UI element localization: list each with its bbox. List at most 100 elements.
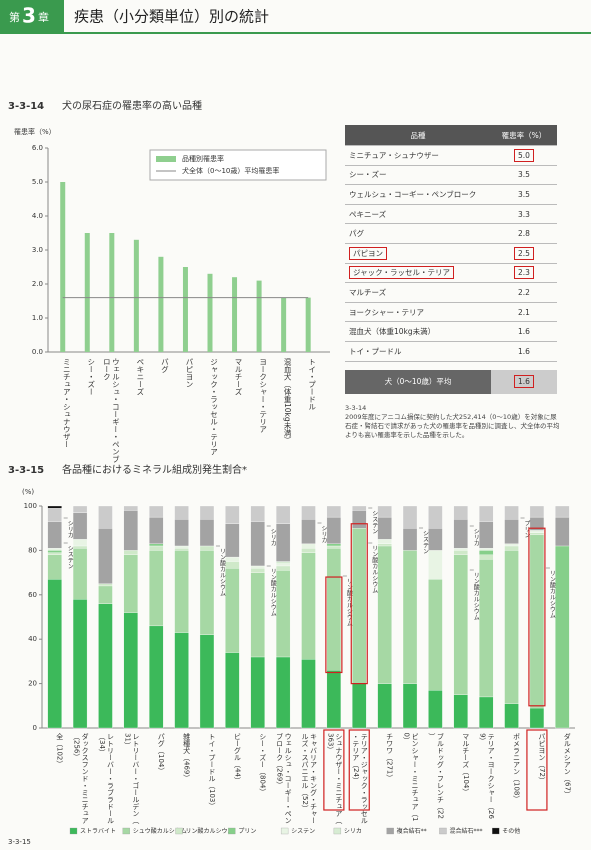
bar-segment [199,519,215,547]
x-tick-label: マルチーズ（104） [462,733,470,795]
bar-segment [529,707,545,729]
x-tick-label: ミニチュア・シュナウザー [62,358,71,448]
table-cell: シー・ズー [345,165,491,186]
legend-swatch [386,827,394,835]
annotation: システン [422,530,429,554]
table-cell: 1.6 [491,341,557,362]
table-cell: 5.0 [491,145,557,166]
bar-segment [149,625,164,729]
chapter-suffix: 章 [38,10,49,24]
figure-number: 3-3-15 [8,465,44,476]
bar-segment [275,505,291,524]
bar-segment [504,545,519,551]
x-tick-label: ポメラニアン（108） [513,733,521,802]
table-cell: ウェルシュ・コーギー・ペンブローク [345,184,491,205]
bar-segment [149,543,164,547]
bar-segment [377,505,392,518]
bar-segment [47,548,62,551]
bar-segment [149,550,164,627]
legend-swatch [228,827,236,835]
breed-table: 品種 罹患率（%） ミニチュア・シュナウザー 5.0 シー・ズー 3.5 ウェルシュ・コーギ… [345,125,557,394]
x-tick-label: シー・ズー（804） [259,733,267,795]
table-row: パグ 2.8 [345,223,557,244]
y-tick-label: 6.0 [32,144,43,152]
table-cell: 2.5 [491,243,557,264]
bar [281,297,287,352]
bar-segment [504,550,519,704]
legend-swatch [280,827,289,835]
x-tick-label: ダルメシアン（67） [563,732,571,798]
legend-box [149,149,327,181]
x-tick-label: キャバリア・キング・チャールズ・スパニエル（52） [301,733,318,824]
bar-segment [301,519,316,544]
bar-segment [72,599,88,729]
bar-segment [47,521,62,549]
spacer [345,361,557,370]
bar-segment [47,579,62,729]
figure-number: 3-3-14 [8,101,44,112]
bar-segment [123,612,138,729]
x-tick-label: パピヨン [185,358,194,388]
header-row: 品種 罹患率（%） [345,125,557,146]
page-title: 疾患（小分類単位）別の統計 [74,8,269,26]
x-tick-label: パグ（104） [157,733,165,774]
legend-label: 犬全体（0～10歳）平均罹患率 [182,166,279,175]
y-tick-label: 4.0 [32,212,43,220]
table-cell: 2.2 [491,282,557,303]
legend-label: リン酸カルシウム [186,827,234,835]
bar-segment [428,528,443,551]
x-tick-label: 雑種犬（469） [183,732,191,781]
bar-segment [301,659,316,729]
bar [305,297,311,352]
annotation: シリカ [320,525,327,543]
y-tick-label: 100 [24,502,37,510]
x-tick-label: シー・ズー [87,358,96,396]
bar-segment [149,516,164,544]
bar-segment [377,539,392,544]
x-tick-label: チワワ（271） [386,733,394,781]
footer-row: 犬（0～10歳）平均 1.6 [345,369,557,394]
bar-segment [72,512,88,540]
table-cell: ペキニーズ [345,204,491,225]
x-tick-label: トイ・プードル [307,358,316,411]
figure-title: 各品種におけるミネラル組成別発生割合* [62,463,247,476]
page-footer: 3-3-15 [8,838,31,846]
x-tick-label: トイ・プードル（103） [208,733,216,809]
bar-segment [275,523,291,562]
bar-segment [428,579,443,691]
highlight: 1.6 [514,375,534,389]
legend-label: 品種別罹患率 [182,154,224,163]
y-tick-label: 1.0 [32,314,43,322]
bar-segment [555,516,570,547]
bar [182,267,188,352]
x-tick-label: ブルドッグ・フレンチ（22） [428,732,445,819]
highlight [325,576,343,674]
bar-segment [352,505,367,511]
bar-segment [428,505,443,529]
highlight [348,729,370,811]
legend-swatch [439,827,447,835]
x-tick-label: ダックスフンド・ミニチュア（256） [73,732,90,824]
table-cell: 犬（0～10歳）平均 [345,369,491,394]
table-cell: 2.3 [491,263,557,284]
bar-segment [453,554,468,695]
x-tick-label: シュナウザー・ミニチュア（363） [326,733,343,825]
table-cell: トイ・プードル [345,341,491,362]
y-axis-label: 罹患率（%） [14,127,56,136]
bar-segment [301,548,316,553]
bar-segment [174,550,189,633]
bar-segment [174,545,189,549]
bar-segment [326,516,342,544]
bar-segment [479,548,494,551]
y-axis-label: (%) [22,488,34,496]
bar-segment [377,545,392,684]
annotation: シリカ [66,520,73,538]
bar-segment [453,505,468,520]
bar-segment [504,543,519,547]
annotation: リン酸カルシウム [218,548,225,596]
gap [345,361,557,370]
bar-segment [479,521,494,549]
y-tick-label: 40 [28,635,37,643]
bar-segment [402,528,418,551]
